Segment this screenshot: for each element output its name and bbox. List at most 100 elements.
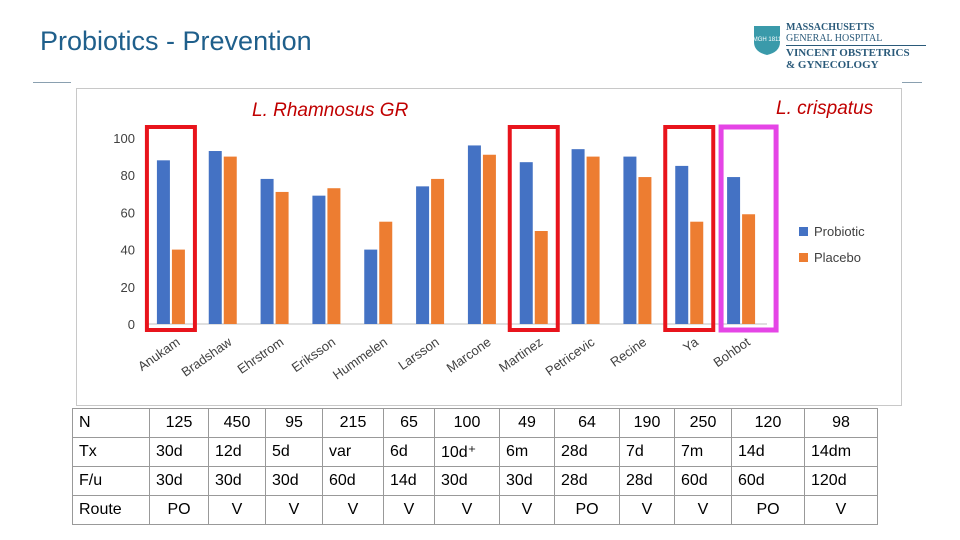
table-cell: 30d — [149, 466, 209, 496]
row-label: Route — [72, 495, 150, 525]
table-cell: 450 — [208, 408, 266, 438]
rhamnosus-annotation: L. Rhamnosus GR — [252, 100, 409, 121]
logo-line4: & GYNECOLOGY — [786, 59, 879, 71]
y-tick-label: 0 — [128, 317, 135, 332]
table-cell: V — [434, 495, 500, 525]
table-cell: V — [383, 495, 435, 525]
bar-probiotic-anukam — [156, 160, 170, 324]
x-tick-label: Bohbot — [710, 334, 753, 370]
bar-placebo-ya — [690, 221, 704, 324]
x-tick-label: Larsson — [395, 334, 441, 373]
bar-placebo-hummelen — [379, 221, 393, 324]
bar-placebo-petricevic — [586, 156, 600, 324]
table-cell: 95 — [265, 408, 323, 438]
table-cell: V — [208, 495, 266, 525]
x-tick-label: Petricevic — [543, 334, 598, 379]
table-cell: V — [804, 495, 878, 525]
table-cell: 30d — [208, 466, 266, 496]
highlight-box-martinez — [507, 125, 560, 332]
slide-title: Probiotics - Prevention — [40, 26, 312, 56]
bar-probiotic-recine — [623, 156, 637, 324]
x-tick-label: Ya — [680, 334, 701, 355]
bar-placebo-martinez — [534, 231, 548, 324]
table-cell: 215 — [322, 408, 384, 438]
bar-placebo-ehrstrom — [275, 191, 289, 324]
bar-placebo-larsson — [431, 178, 445, 324]
y-tick-label: 80 — [121, 168, 135, 183]
title-rule-left — [33, 82, 71, 83]
x-tick-label: Recine — [607, 334, 649, 369]
table-cell: 10d⁺ — [434, 437, 500, 467]
y-tick-label: 100 — [113, 131, 135, 146]
bar-probiotic-larsson — [416, 186, 430, 324]
bar-probiotic-petricevic — [571, 149, 585, 324]
logo-line2: GENERAL HOSPITAL — [786, 33, 883, 44]
table-cell: 250 — [674, 408, 732, 438]
logo-line1: MASSACHUSETTS — [786, 22, 875, 33]
table-cell: 28d — [554, 466, 620, 496]
table-cell: var — [322, 437, 384, 467]
table-cell: 6d — [383, 437, 435, 467]
table-cell: PO — [731, 495, 805, 525]
table-cell: 12d — [208, 437, 266, 467]
mgh-shield-icon: MGH 1811 — [753, 26, 782, 55]
table-cell: 14dm — [804, 437, 878, 467]
bar-probiotic-ya — [675, 165, 689, 324]
chart-area: 0 20 40 60 80 100 Anukam Bradshaw Ehrstrom Erikss… — [76, 88, 902, 406]
title-rule-right — [902, 82, 922, 83]
hospital-logo: MGH 1811 MASSACHUSETTS GENERAL HOSPITAL … — [752, 20, 932, 71]
crispatus-annotation: L. crispatus — [776, 98, 874, 119]
table-cell: 125 — [149, 408, 209, 438]
table-cell: 28d — [554, 437, 620, 467]
x-tick-label: Hummelen — [330, 334, 390, 382]
y-tick-label: 60 — [121, 205, 135, 220]
legend-swatch-probiotic — [799, 227, 808, 236]
legend-label-placebo: Placebo — [814, 250, 861, 265]
table-cell: 120 — [731, 408, 805, 438]
table-cell: 49 — [499, 408, 555, 438]
bar-probiotic-ehrstrom — [260, 178, 274, 324]
table-cell: PO — [149, 495, 209, 525]
row-label: N — [72, 408, 150, 438]
table-cell: 65 — [383, 408, 435, 438]
table-cell: 60d — [674, 466, 732, 496]
table-cell: 60d — [322, 466, 384, 496]
table-row: F/u 30d 30d 30d 60d 14d 30d 30d 28d 28d 60d 60d 120d — [72, 466, 878, 496]
legend-swatch-placebo — [799, 253, 808, 262]
table-cell: V — [499, 495, 555, 525]
x-tick-label: Ehrstrom — [235, 334, 287, 377]
table-cell: V — [619, 495, 675, 525]
table-cell: PO — [554, 495, 620, 525]
bar-placebo-marcone — [482, 154, 496, 324]
x-tick-label: Martinez — [496, 334, 545, 375]
bar-probiotic-martinez — [519, 162, 533, 324]
table-cell: 190 — [619, 408, 675, 438]
bar-placebo-bohbot — [742, 214, 756, 324]
bar-placebo-recine — [638, 177, 652, 324]
table-cell: 7m — [674, 437, 732, 467]
bar-placebo-anukam — [171, 249, 185, 324]
bar-placebo-eriksson — [327, 188, 341, 324]
table-cell: 28d — [619, 466, 675, 496]
legend-label-probiotic: Probiotic — [814, 224, 865, 239]
table-cell: 14d — [383, 466, 435, 496]
x-tick-label: Marcone — [444, 334, 494, 375]
x-tick-label: Bradshaw — [179, 334, 235, 380]
table-cell: 98 — [804, 408, 878, 438]
table-cell: 64 — [554, 408, 620, 438]
row-label: F/u — [72, 466, 150, 496]
table-cell: 5d — [265, 437, 323, 467]
table-cell: 30d — [499, 466, 555, 496]
y-tick-label: 20 — [121, 280, 135, 295]
table-cell: V — [322, 495, 384, 525]
table-cell: V — [674, 495, 732, 525]
x-tick-label: Anukam — [135, 334, 183, 374]
table-cell: 60d — [731, 466, 805, 496]
table-cell: 120d — [804, 466, 878, 496]
table-cell: 30d — [434, 466, 500, 496]
study-table: N 125 450 95 215 65 100 49 64 190 250 120 98 Tx 30d 12d… — [72, 408, 878, 525]
logo-line3: VINCENT OBSTETRICS — [786, 47, 910, 59]
table-row: Tx 30d 12d 5d var 6d 10d⁺ 6m 28d 7d 7m 14d 14dm — [72, 437, 878, 467]
table-row: N 125 450 95 215 65 100 49 64 190 250 120 98 — [72, 408, 878, 438]
bar-probiotic-bradshaw — [208, 151, 222, 324]
